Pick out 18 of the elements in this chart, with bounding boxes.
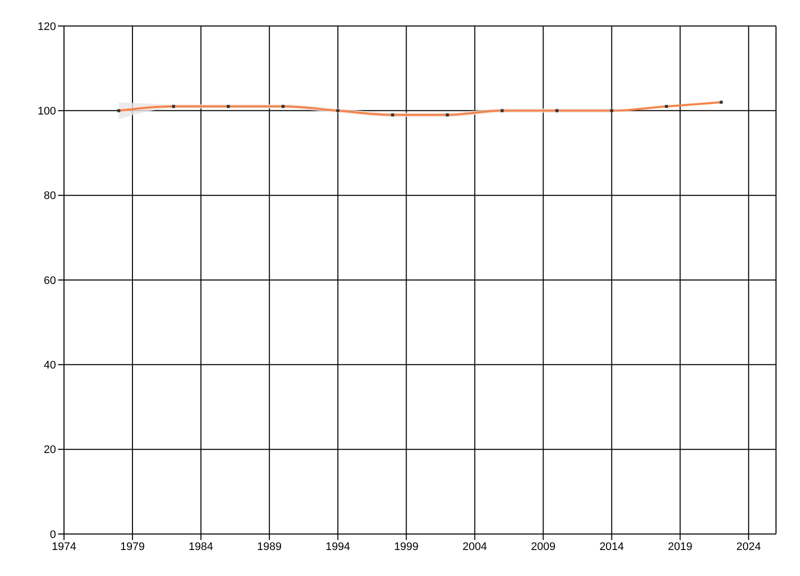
x-tick-label: 2024 <box>736 540 761 553</box>
y-tick-label: 80 <box>44 190 56 202</box>
x-tick-label: 1984 <box>188 540 214 553</box>
x-tick-label: 1999 <box>394 540 419 553</box>
x-tick-label: 2014 <box>599 540 624 553</box>
y-tick-label: 20 <box>44 444 56 456</box>
x-tick-label: 2004 <box>462 540 488 553</box>
x-tick-label: 2019 <box>668 540 692 553</box>
x-tick-label: 1979 <box>120 540 145 553</box>
y-tick-label: 40 <box>44 360 56 372</box>
y-tick-label: 120 <box>38 20 56 33</box>
y-tick-label: 0 <box>50 528 56 541</box>
y-tick-label: 60 <box>44 274 56 287</box>
x-tick-label: 1994 <box>326 540 350 553</box>
x-tick-label: 1989 <box>257 540 282 553</box>
x-tick-label: 2009 <box>530 540 556 553</box>
y-tick-label: 100 <box>38 106 56 118</box>
x-tick-label: 1974 <box>52 540 76 553</box>
